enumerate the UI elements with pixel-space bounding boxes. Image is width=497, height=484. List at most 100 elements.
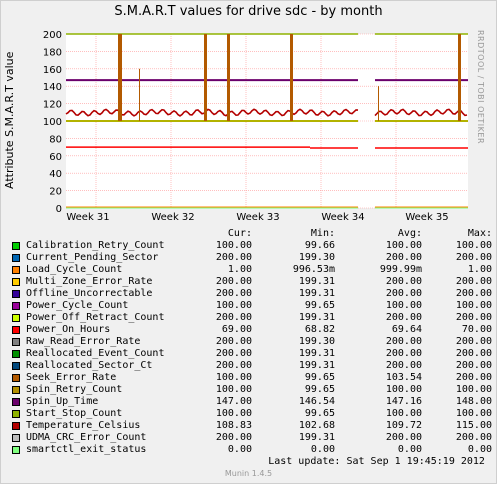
legend-cur: 100.00 [215, 240, 252, 251]
legend-series-name: Temperature_Celsius [26, 420, 141, 431]
legend-header: Cur: Min: Avg: Max: [12, 228, 492, 240]
legend-avg: 200.00 [385, 336, 422, 347]
legend-avg: 100.00 [385, 408, 422, 419]
legend-cur: 147.00 [215, 396, 252, 407]
legend-cur: 1.00 [227, 264, 252, 275]
legend-avg: 200.00 [385, 360, 422, 371]
legend-swatch [12, 350, 20, 358]
legend-cur: 200.00 [215, 432, 252, 443]
legend-avg: 100.00 [385, 384, 422, 395]
legend-min: 199.30 [298, 336, 335, 347]
legend-avg: 0.00 [397, 444, 422, 455]
legend-swatch [12, 302, 20, 310]
series-line-temperature [65, 108, 468, 117]
legend-min: 0.00 [310, 444, 335, 455]
legend-max: 1.00 [467, 264, 492, 275]
y-tick-label: 0 [56, 204, 62, 215]
legend-max: 200.00 [455, 276, 492, 287]
x-tick-label: Week 31 [66, 212, 109, 223]
legend-avg: 200.00 [385, 348, 422, 359]
legend-row: Start_Stop_Count 100.00 99.65 100.00 100.00 [12, 408, 492, 420]
legend-cur: 200.00 [215, 348, 252, 359]
legend-swatch [12, 422, 20, 430]
x-tick-label: Week 35 [405, 212, 448, 223]
legend-swatch [12, 326, 20, 334]
legend-max: 200.00 [455, 252, 492, 263]
series-spike-seek-error-rate [139, 68, 140, 121]
legend-max: 200.00 [455, 336, 492, 347]
series-spike-seek-error-rate [204, 34, 207, 121]
x-tick-label: Week 33 [236, 212, 279, 223]
legend-max: 70.00 [461, 324, 492, 335]
legend-row: Temperature_Celsius 108.83 102.68 109.72 115… [12, 420, 492, 432]
legend-max: 100.00 [455, 300, 492, 311]
legend-swatch [12, 314, 20, 322]
legend-swatch [12, 362, 20, 370]
y-tick-label: 200 [43, 30, 62, 41]
legend-row: smartctl_exit_status 0.00 0.00 0.00 0.00 [12, 444, 492, 456]
legend-max: 200.00 [455, 360, 492, 371]
legend-row: Calibration_Retry_Count 100.00 99.66 100.00… [12, 240, 492, 252]
legend-swatch [12, 446, 20, 454]
legend-min: 68.82 [304, 324, 335, 335]
legend-series-name: Spin_Up_Time [26, 396, 99, 407]
legend-min: 99.65 [304, 408, 335, 419]
legend-series-name: Offline_Uncorrectable [26, 288, 153, 299]
legend-max: 100.00 [455, 384, 492, 395]
legend-series-name: Multi_Zone_Error_Rate [26, 276, 153, 287]
legend-row: Load_Cycle_Count 1.00 996.53m 999.99m 1.00 [12, 264, 492, 276]
legend-series-name: Spin_Retry_Count [26, 384, 123, 395]
col-cur-header: Cur: [227, 228, 252, 239]
munin-version: Munin 1.4.5 [224, 469, 273, 478]
legend-cur: 69.00 [221, 324, 252, 335]
legend-min: 199.31 [298, 312, 335, 323]
legend-min: 199.30 [298, 252, 335, 263]
legend-series-name: Raw_Read_Error_Rate [26, 336, 141, 347]
legend-series-name: Reallocated_Event_Count [26, 348, 165, 359]
col-avg-header: Avg: [397, 228, 422, 239]
legend-avg: 100.00 [385, 300, 422, 311]
legend-max: 200.00 [455, 288, 492, 299]
legend-avg: 200.00 [385, 312, 422, 323]
legend-row: Seek_Error_Rate 100.00 99.65 103.54 200.00 [12, 372, 492, 384]
legend-avg: 147.16 [385, 396, 422, 407]
legend-max: 100.00 [455, 240, 492, 251]
y-tick-label: 60 [49, 152, 62, 163]
legend-row: Power_On_Hours 69.00 68.82 69.64 70.00 [12, 324, 492, 336]
legend-avg: 200.00 [385, 288, 422, 299]
legend-row: Raw_Read_Error_Rate 200.00 199.30 200.00 200… [12, 336, 492, 348]
y-tick-label: 160 [43, 65, 62, 76]
legend-min: 146.54 [298, 396, 335, 407]
legend-avg: 100.00 [385, 240, 422, 251]
legend-max: 148.00 [455, 396, 492, 407]
legend-avg: 999.99m [379, 264, 422, 275]
legend-swatch [12, 278, 20, 286]
legend-swatch [12, 254, 20, 262]
legend-cur: 100.00 [215, 408, 252, 419]
last-update: Last update: Sat Sep 1 19:45:19 2012 [0, 456, 497, 467]
x-tick-label: Week 32 [151, 212, 194, 223]
legend-row: Offline_Uncorrectable 200.00 199.31 200.00 2… [12, 288, 492, 300]
y-tick-label: 180 [43, 47, 62, 58]
legend-min: 199.31 [298, 276, 335, 287]
legend-swatch [12, 434, 20, 442]
col-min-header: Min: [310, 228, 335, 239]
y-tick-label: 80 [49, 134, 62, 145]
y-tick-label: 20 [49, 187, 62, 198]
legend-min: 199.31 [298, 432, 335, 443]
legend-avg: 69.64 [391, 324, 422, 335]
legend-min: 99.65 [304, 300, 335, 311]
legend-series-name: UDMA_CRC_Error_Count [26, 432, 147, 443]
legend-min: 199.31 [298, 348, 335, 359]
legend-swatch [12, 410, 20, 418]
legend-avg: 200.00 [385, 432, 422, 443]
legend-row: Spin_Up_Time 147.00 146.54 147.16 148.00 [12, 396, 492, 408]
y-tick-label: 140 [43, 82, 62, 93]
series-spike-seek-error-rate [120, 68, 121, 121]
legend-avg: 109.72 [385, 420, 422, 431]
legend-cur: 200.00 [215, 360, 252, 371]
rrdtool-credit: RRDTOOL / TOBI OETIKER [476, 30, 485, 145]
legend-cur: 100.00 [215, 300, 252, 311]
legend-swatch [12, 374, 20, 382]
y-tick-label: 100 [43, 117, 62, 128]
